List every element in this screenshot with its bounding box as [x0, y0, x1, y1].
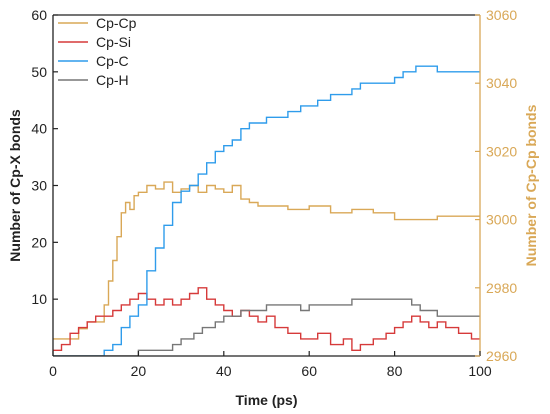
ticks-layer: 0 20 40 60 80 1001020304050602960298030003020…: [31, 7, 517, 379]
series-line-cp-si: [53, 287, 480, 351]
series-line-cp-c: [53, 65, 480, 356]
x-axis-title: Time (ps): [236, 392, 298, 408]
y-left-tick-label: 40: [31, 121, 47, 137]
y-left-tick-label: 10: [31, 291, 47, 307]
legend-label: Cp-Cp: [96, 15, 137, 31]
legend-label: Cp-C: [96, 53, 129, 69]
series-line-cp-h: [53, 298, 480, 356]
x-tick-label: 60: [301, 363, 317, 379]
y-right-tick-label: 3000: [486, 212, 517, 228]
y-right-tick-label: 2960: [486, 348, 517, 364]
y-left-tick-label: 50: [31, 64, 47, 80]
y-right-tick-label: 3040: [486, 75, 517, 91]
legend-label: Cp-Si: [96, 34, 131, 50]
legend: Cp-Cp Cp-Si Cp-C Cp-H: [58, 15, 137, 88]
legend-label: Cp-H: [96, 72, 129, 88]
y-left-tick-label: 20: [31, 234, 47, 250]
y-right-tick-label: 2980: [486, 280, 517, 296]
x-tick-label: 80: [387, 363, 403, 379]
y-left-tick-label: 60: [31, 7, 47, 23]
y-right-axis-title: Number of Cp-Cp bonds: [523, 104, 539, 266]
series-line-cp-cp: [53, 181, 480, 340]
y-left-axis-title: Number of Cp-X bonds: [7, 109, 23, 262]
series-layer: [53, 65, 480, 356]
y-right-tick-label: 3060: [486, 7, 517, 23]
y-left-tick-label: 30: [31, 178, 47, 194]
x-tick-label: 0: [49, 363, 57, 379]
x-tick-label: 20: [131, 363, 147, 379]
y-right-tick-label: 3020: [486, 143, 517, 159]
x-tick-label: 40: [216, 363, 232, 379]
x-tick-label: 100: [468, 363, 492, 379]
